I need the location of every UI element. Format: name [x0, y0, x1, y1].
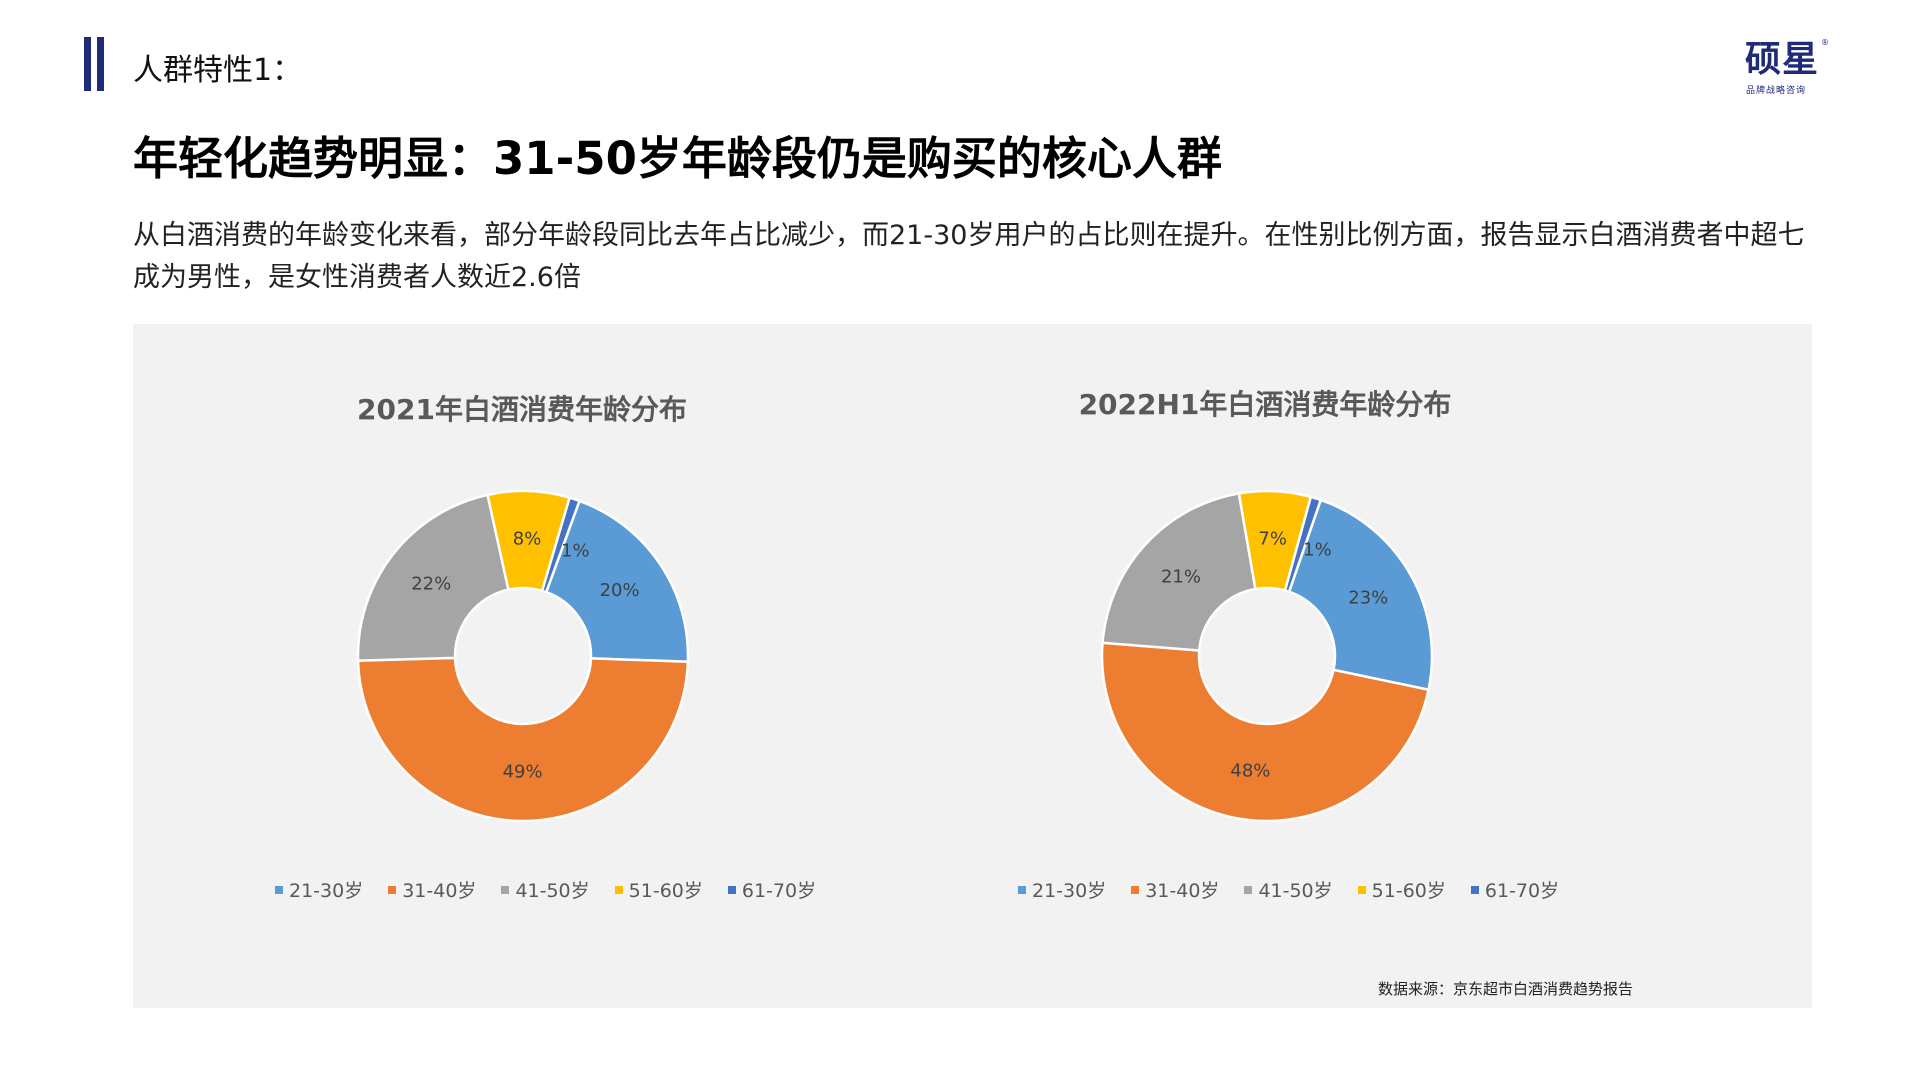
data-source-note: 数据来源：京东超市白酒消费趋势报告: [1378, 980, 1634, 998]
legend-swatch: [1470, 885, 1479, 894]
donut-data-label: 23%: [1348, 587, 1388, 608]
donut-data-label: 1%: [1303, 540, 1332, 561]
legend-item: 51-60岁: [1357, 876, 1446, 903]
legend-swatch: [614, 885, 623, 894]
accent-bar-left: [84, 37, 91, 91]
legend-item: 31-40岁: [388, 876, 476, 903]
page-description: 从白酒消费的年龄变化来看，部分年龄段同比去年占比减少，而21-30岁用户的占比则…: [133, 220, 1805, 293]
logo-wordmark: 硕星: [1745, 39, 1820, 80]
donut-data-label: 22%: [411, 573, 451, 594]
legend-label: 21-30岁: [289, 880, 364, 902]
legend-item: 61-70岁: [1470, 876, 1560, 903]
donut-slice-61-70岁: [540, 496, 582, 594]
legend-item: 51-60岁: [614, 876, 703, 903]
donut-data-label: 1%: [561, 540, 590, 561]
donut-chart-2021: 20% 49% 22% 8% 1%: [356, 489, 690, 823]
legend-item: 41-50岁: [501, 876, 590, 903]
donut-data-label: 8%: [513, 529, 542, 550]
section-label: 人群特性1：: [133, 53, 303, 88]
legend-swatch: [275, 885, 283, 894]
legend-swatch: [388, 885, 397, 894]
donut-chart-2022h1: 23% 48% 21% 7% 1%: [1100, 489, 1434, 823]
donut-slice-21-30岁: [1287, 498, 1434, 692]
legend-2022h1: 21-30岁 31-40岁 41-50岁 51-60岁 61-70岁: [1018, 876, 1559, 903]
legend-swatch: [1131, 885, 1140, 894]
accent-bar-right: [97, 37, 104, 91]
logo-tagline: 品牌战略咨询: [1746, 86, 1807, 96]
legend-label: 41-50岁: [515, 880, 590, 902]
legend-item: 41-50岁: [1244, 876, 1333, 903]
donut-slice-41-50岁: [356, 493, 510, 662]
logo-registered-mark: ®: [1821, 38, 1829, 47]
legend-label: 51-60岁: [1371, 880, 1446, 902]
page-headline: 年轻化趋势明显：31-50岁年龄段仍是购买的核心人群: [133, 132, 1222, 185]
legend-2021: 21-30岁 31-40岁 41-50岁 51-60岁 61-70岁: [275, 876, 816, 903]
legend-item: 61-70岁: [727, 876, 817, 903]
donut-slice-61-70岁: [1283, 495, 1323, 594]
donut-slice-21-30岁: [544, 499, 690, 664]
donut-slice-31-40岁: [356, 656, 690, 823]
legend-swatch: [1018, 885, 1026, 894]
legend-swatch: [501, 885, 510, 894]
donut-data-label: 20%: [600, 580, 640, 601]
donut-data-label: 49%: [503, 761, 543, 782]
legend-label: 51-60岁: [628, 880, 703, 902]
legend-label: 21-30岁: [1032, 880, 1107, 902]
donut-data-label: 21%: [1161, 566, 1201, 587]
legend-swatch: [727, 885, 736, 894]
chart-title-2021: 2021年白酒消费年龄分布: [357, 393, 687, 426]
legend-label: 31-40岁: [1145, 880, 1220, 902]
legend-item: 31-40岁: [1131, 876, 1219, 903]
legend-label: 61-70岁: [1484, 880, 1560, 902]
legend-label: 31-40岁: [402, 880, 477, 902]
legend-item: 21-30岁: [275, 876, 363, 903]
legend-swatch: [1357, 885, 1366, 894]
legend-item: 21-30岁: [1018, 876, 1106, 903]
legend-label: 41-50岁: [1258, 880, 1333, 902]
legend-swatch: [1244, 885, 1253, 894]
chart-title-2022h1: 2022H1年白酒消费年龄分布: [1078, 388, 1452, 421]
legend-label: 61-70岁: [741, 880, 817, 902]
donut-data-label: 7%: [1258, 529, 1287, 550]
donut-data-label: 48%: [1230, 760, 1270, 781]
brand-logo: 硕星 品牌战略咨询 ®: [1745, 38, 1829, 96]
donut-slice-41-50岁: [1101, 491, 1257, 652]
donut-slice-31-40岁: [1100, 641, 1430, 823]
